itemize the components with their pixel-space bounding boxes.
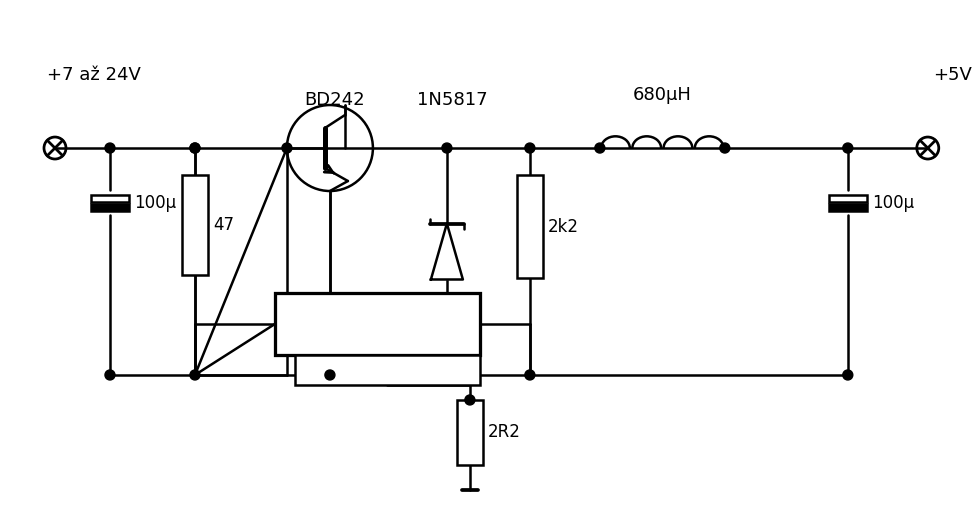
Circle shape [105,370,115,380]
Text: 100μ: 100μ [134,193,176,211]
Circle shape [190,143,200,153]
Circle shape [442,143,452,153]
Polygon shape [431,224,463,279]
Bar [182,175,208,275]
Circle shape [843,143,853,153]
Circle shape [843,370,853,380]
Text: 100μ: 100μ [872,193,914,211]
Circle shape [190,370,200,380]
Circle shape [105,143,115,153]
Circle shape [325,370,335,380]
Bar [829,203,866,210]
Circle shape [190,143,200,153]
Text: 1N5817: 1N5817 [416,91,487,109]
Bar [457,400,483,465]
Circle shape [525,143,535,153]
Bar [91,194,129,202]
Text: 680μH: 680μH [633,86,692,104]
Bar [275,293,480,355]
Text: +5V: +5V [933,66,971,84]
Bar [829,194,866,202]
Bar [295,355,480,385]
Text: 2R2: 2R2 [488,423,520,441]
Circle shape [720,143,730,153]
Circle shape [595,143,605,153]
Text: BD242: BD242 [305,91,366,109]
Circle shape [525,370,535,380]
Text: +7 až 24V: +7 až 24V [47,66,141,84]
Text: 2k2: 2k2 [548,218,579,236]
Text: 7805: 7805 [353,314,402,333]
Bar [91,203,129,210]
Circle shape [282,143,292,153]
Circle shape [465,395,475,405]
Text: 47: 47 [213,216,234,234]
Bar [516,175,543,278]
